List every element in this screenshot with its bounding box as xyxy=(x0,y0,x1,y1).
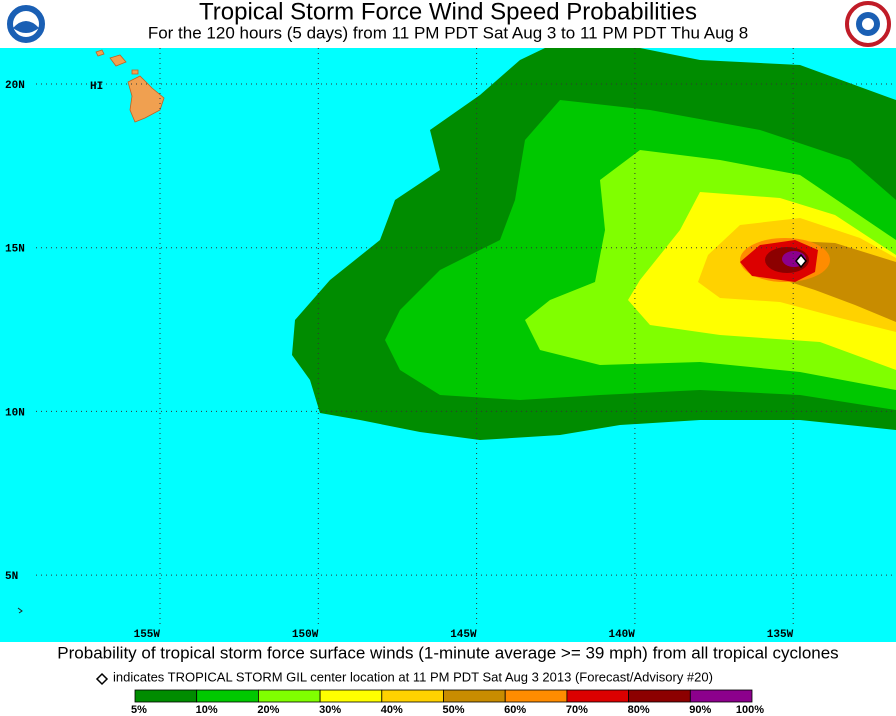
legend-label: 90% xyxy=(689,704,711,716)
legend-swatch xyxy=(381,689,444,703)
graticule: 20N 15N 10N 5N 155W 150W 145W 140W 135W xyxy=(5,48,896,641)
lat-label: 10N xyxy=(5,407,25,419)
legend-label: 5% xyxy=(131,704,147,716)
legend: 5% 10% 20% 30% 40% 50% 60% 70% 80% 90% 100% xyxy=(131,689,764,716)
legend-label: 50% xyxy=(442,704,464,716)
place-label: HI xyxy=(90,81,103,93)
lat-label: 20N xyxy=(5,80,25,92)
legend-swatch xyxy=(443,689,506,703)
header-band xyxy=(0,0,896,48)
island xyxy=(95,49,105,57)
subtitle: For the 120 hours (5 days) from 11 PM PD… xyxy=(148,23,748,42)
note-marker xyxy=(95,672,109,686)
legend-label: 100% xyxy=(736,704,764,716)
lat-label: 5N xyxy=(5,571,18,583)
legend-label: 10% xyxy=(196,704,218,716)
island xyxy=(131,69,139,75)
lon-label: 150W xyxy=(292,629,319,641)
legend-swatch xyxy=(689,689,753,703)
lon-label: 145W xyxy=(450,629,477,641)
legend-label: 20% xyxy=(257,704,279,716)
hawaii-islands xyxy=(95,49,165,123)
legend-swatch xyxy=(504,689,568,703)
storm-center-marker xyxy=(795,253,807,269)
legend-swatch xyxy=(196,689,259,703)
noaa-logo xyxy=(5,3,47,45)
note: indicates TROPICAL STORM GIL center loca… xyxy=(113,669,713,684)
lon-label: 140W xyxy=(608,629,635,641)
lon-label: 135W xyxy=(767,629,794,641)
lat-label: 15N xyxy=(5,244,25,256)
legend-label: 80% xyxy=(628,704,650,716)
island xyxy=(127,75,165,123)
legend-label: 70% xyxy=(566,704,588,716)
nws-logo xyxy=(845,1,891,47)
island xyxy=(17,607,23,614)
legend-swatch xyxy=(257,689,321,703)
legend-label: 60% xyxy=(504,704,526,716)
island xyxy=(109,54,127,67)
legend-swatch xyxy=(134,689,198,703)
footer-band xyxy=(0,642,896,716)
title: Tropical Storm Force Wind Speed Probabil… xyxy=(199,0,697,25)
legend-label: 30% xyxy=(319,704,341,716)
legend-swatch xyxy=(566,689,630,703)
legend-swatch xyxy=(628,689,691,703)
lon-label: 155W xyxy=(134,629,161,641)
legend-label: 40% xyxy=(381,704,403,716)
description: Probability of tropical storm force surf… xyxy=(57,643,838,662)
legend-swatch xyxy=(319,689,383,703)
